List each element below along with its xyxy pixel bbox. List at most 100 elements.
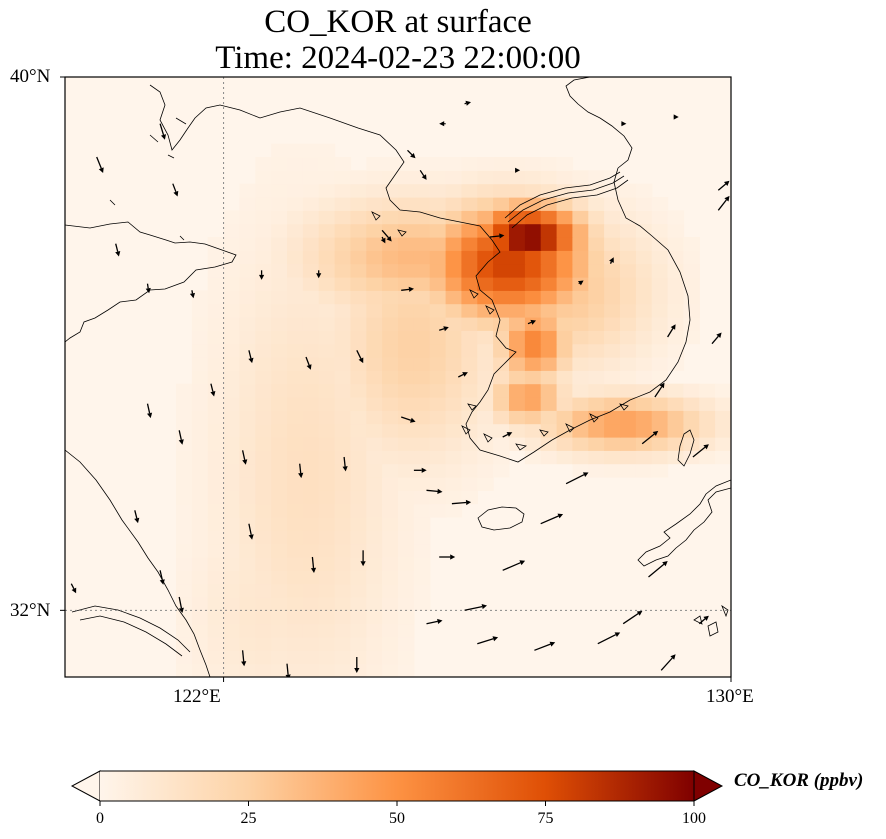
field-cell — [366, 650, 383, 665]
field-cell — [239, 530, 256, 545]
field-cell — [287, 277, 304, 291]
field-cell — [366, 637, 383, 651]
field-cell — [445, 210, 463, 225]
field-cell — [461, 477, 478, 491]
field-cell — [287, 543, 304, 558]
field-cell — [350, 183, 367, 198]
field-cell — [302, 290, 320, 305]
field-cell — [445, 223, 463, 238]
korea-west-coastline — [419, 167, 691, 463]
field-cell — [302, 210, 320, 225]
field-cell — [620, 423, 637, 438]
field-cell — [382, 410, 399, 425]
field-cell — [334, 503, 352, 518]
field-cell — [715, 410, 731, 425]
field-cell — [334, 277, 352, 291]
field-cell — [604, 450, 621, 465]
field-cell — [398, 383, 415, 398]
field-cell — [429, 277, 447, 291]
field-cell — [176, 503, 193, 518]
field-cell — [398, 543, 415, 558]
field-cell — [477, 277, 494, 291]
field-cell — [366, 597, 383, 611]
field-cell — [318, 583, 336, 598]
field-cell — [493, 383, 510, 398]
field-cell — [207, 250, 225, 265]
field-cell — [556, 437, 574, 451]
field-cell — [366, 343, 383, 358]
field-cell — [239, 383, 256, 398]
wind-arrow — [464, 100, 471, 106]
field-cell — [366, 183, 383, 198]
field-cell — [382, 637, 399, 651]
field-cell — [223, 383, 241, 398]
field-cell — [334, 610, 352, 625]
field-cell — [255, 450, 272, 465]
field-cell — [223, 263, 241, 278]
field-cell — [398, 583, 415, 598]
field-cell — [461, 223, 478, 238]
field-cell — [382, 477, 399, 491]
field-cell — [604, 370, 621, 385]
wind-arrow — [439, 554, 456, 560]
field-cell — [651, 463, 669, 478]
field-cell — [382, 543, 399, 558]
field-cell — [334, 303, 352, 318]
field-cell — [509, 263, 526, 278]
wind-arrow — [241, 650, 247, 667]
field-cell — [398, 237, 415, 251]
field-cell — [604, 410, 621, 425]
field-cell — [651, 223, 669, 238]
field-cell — [477, 263, 494, 278]
field-cell — [445, 357, 463, 371]
field-cell — [302, 157, 320, 171]
field-cell — [572, 210, 589, 225]
field-cell — [445, 330, 463, 345]
field-cell — [239, 197, 256, 211]
field-cell — [334, 157, 352, 171]
field-cell — [239, 437, 256, 451]
field-cell — [350, 397, 367, 411]
wind-arrow — [515, 167, 521, 173]
field-cell — [271, 357, 288, 371]
field-cell — [287, 317, 304, 331]
field-cell — [398, 170, 415, 185]
field-cell — [620, 290, 637, 305]
field-cell — [223, 223, 241, 238]
field-cell — [588, 463, 605, 478]
field-cell — [255, 423, 272, 438]
field-cell — [620, 303, 637, 318]
field-cell — [540, 330, 558, 345]
field-cell — [556, 330, 574, 345]
field-cell — [271, 237, 288, 251]
field-cell — [350, 317, 367, 331]
field-cell — [239, 623, 256, 638]
field-cell — [318, 663, 336, 677]
field-cell — [302, 623, 320, 638]
field-cell — [239, 370, 256, 385]
field-cell — [445, 170, 463, 185]
field-cell — [191, 583, 209, 598]
field-cell — [429, 450, 447, 465]
field-cell — [239, 517, 256, 531]
field-cell — [461, 277, 478, 291]
field-cell — [350, 450, 367, 465]
field-cell — [271, 557, 288, 571]
field-cell — [588, 223, 605, 238]
field-cell — [255, 250, 272, 265]
field-cell — [334, 543, 352, 558]
field-cell — [398, 610, 415, 625]
field-cell — [366, 610, 383, 625]
field-cell — [223, 237, 241, 251]
field-cell — [302, 303, 320, 318]
field-cell — [223, 437, 241, 451]
field-cell — [318, 543, 336, 558]
field-cell — [334, 437, 352, 451]
field-cell — [509, 290, 526, 305]
field-cell — [398, 650, 415, 665]
field-cell — [382, 170, 399, 185]
field-cell — [255, 663, 272, 677]
field-cell — [318, 317, 336, 331]
field-cell — [413, 157, 431, 171]
field-cell — [350, 357, 367, 371]
